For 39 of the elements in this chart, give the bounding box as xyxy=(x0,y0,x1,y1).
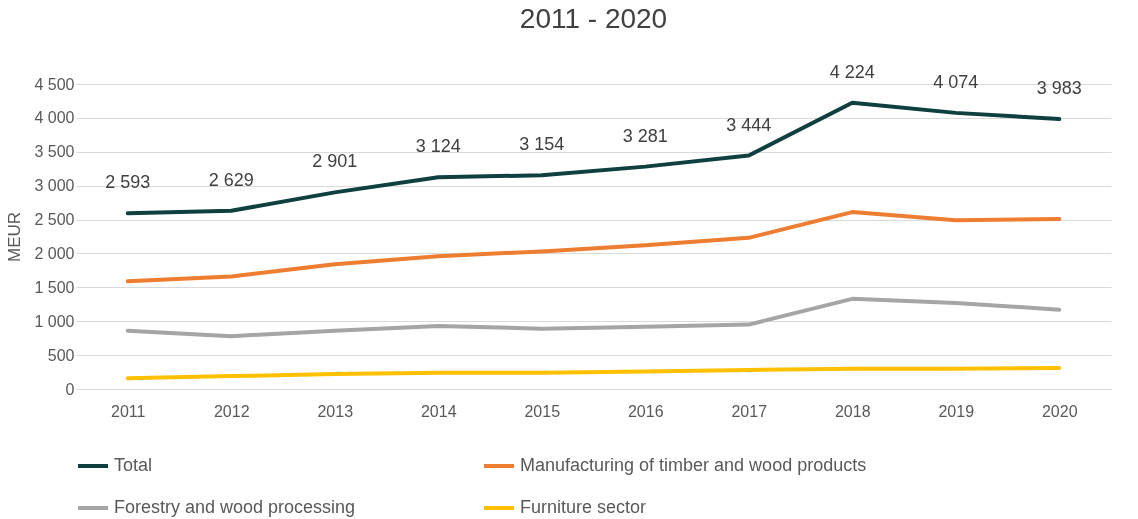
line-series xyxy=(125,365,1062,381)
y-tick-label: 4 500 xyxy=(34,75,75,93)
data-label: 3 983 xyxy=(1036,78,1082,99)
y-tick-label: 2 500 xyxy=(34,211,75,229)
y-tick-label: 1 500 xyxy=(34,278,75,296)
x-tick-label: 2018 xyxy=(834,402,871,420)
x-tick-label: 2017 xyxy=(731,402,768,420)
y-tick-label: 3 000 xyxy=(34,177,75,195)
x-tick-label: 2016 xyxy=(627,402,664,420)
y-tick-label: 0 xyxy=(65,380,75,398)
line-series xyxy=(125,210,1062,284)
x-tick-label: 2015 xyxy=(524,402,561,420)
y-tick-label: 4 000 xyxy=(34,109,75,127)
y-tick-label: 3 500 xyxy=(34,143,75,161)
data-label: 2 593 xyxy=(105,172,151,193)
data-label: 4 074 xyxy=(933,71,979,92)
x-tick-label: 2019 xyxy=(938,402,975,420)
y-tick-label: 500 xyxy=(47,346,75,364)
data-label: 3 124 xyxy=(415,136,461,157)
data-label: 2 901 xyxy=(312,151,358,172)
legend-label: Manufacturing of timber and wood products xyxy=(520,455,867,475)
data-label: 3 154 xyxy=(519,134,565,155)
data-label: 2 629 xyxy=(208,169,254,190)
data-label: 3 281 xyxy=(622,125,668,146)
legend-label: Furniture sector xyxy=(520,497,647,517)
x-tick-label: 2013 xyxy=(317,402,354,420)
y-tick-label: 1 000 xyxy=(34,312,75,330)
data-label: 3 444 xyxy=(726,114,772,135)
line-series xyxy=(125,296,1062,339)
y-axis-title: MEUR xyxy=(5,211,25,263)
chart-title: 2011 - 2020 xyxy=(519,2,668,34)
x-tick-label: 2012 xyxy=(213,402,250,420)
data-label: 4 224 xyxy=(829,61,875,82)
x-tick-label: 2014 xyxy=(420,402,457,420)
y-tick-label: 2 000 xyxy=(34,244,75,262)
x-tick-label: 2011 xyxy=(111,402,146,420)
legend-label: Total xyxy=(114,455,153,475)
x-tick-label: 2020 xyxy=(1041,402,1078,420)
legend-label: Forestry and wood processing xyxy=(114,497,356,517)
